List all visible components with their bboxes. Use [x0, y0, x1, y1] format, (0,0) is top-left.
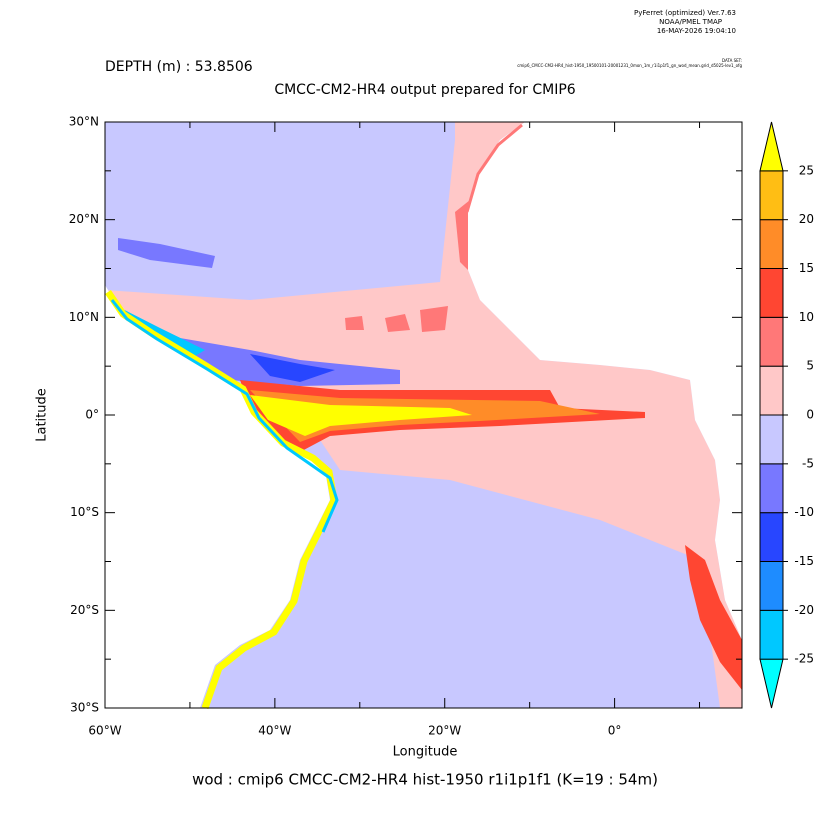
coast-band [105, 290, 338, 710]
colorbar-box [759, 463, 784, 514]
colorbar-label: 10 [799, 310, 814, 324]
field-region [385, 314, 410, 332]
colorbar-label: -10 [794, 505, 814, 519]
colorbar-box [759, 365, 784, 416]
colorbar-label: -5 [802, 456, 814, 470]
y-tick-label: 30°S [70, 701, 99, 715]
x-tick-label: 0° [608, 724, 622, 738]
colorbar-box [759, 316, 784, 367]
colorbar-label: 15 [799, 261, 814, 275]
colorbar-box [759, 268, 784, 318]
x-tick-label: 60°W [88, 724, 121, 738]
colorbar-box [759, 561, 784, 611]
colorbar-label: 0 [806, 408, 814, 422]
title: DEPTH (m) : 53.8506 [105, 59, 253, 75]
y-tick-label: 30°N [69, 115, 99, 129]
x-tick-label: 20°W [428, 724, 461, 738]
colorbar-box [759, 609, 784, 660]
coast-band [110, 299, 339, 533]
y-tick-label: 0° [85, 408, 99, 422]
dataset-label: DATA SET: [722, 58, 742, 63]
colorbar-arrow [759, 121, 784, 172]
x-tick-label: 40°W [258, 724, 291, 738]
footer: wod : cmip6 CMCC-CM2-HR4 hist-1950 r1i1p… [192, 771, 658, 789]
colorbar-box [759, 170, 784, 221]
y-tick-label: 10°N [69, 310, 99, 324]
colorbar-label: -15 [794, 554, 814, 568]
coast-band [465, 123, 523, 213]
x-axis-label: Longitude [393, 745, 458, 760]
field-region [118, 238, 215, 268]
field-region [455, 200, 470, 272]
y-axis-label: Latitude [35, 388, 50, 442]
field [105, 122, 742, 710]
colorbar-label: -25 [794, 652, 814, 666]
colorbar-label: 25 [799, 163, 814, 177]
field-region [250, 354, 335, 382]
field-region [685, 545, 742, 690]
colorbar-label: -20 [794, 603, 814, 617]
y-tick-label: 10°S [70, 505, 99, 519]
colorbar-arrow [759, 658, 784, 709]
land [468, 122, 742, 640]
field-region [420, 306, 448, 332]
header-line: PyFerret (optimized) Ver.7.63 [634, 9, 736, 17]
colorbar-label: 5 [806, 359, 814, 373]
field-region [345, 316, 364, 330]
dataset-name: cmip6_CMCC-CM2-HR4_hist-1950_19500101-20… [517, 63, 742, 68]
field-region [110, 305, 400, 386]
colorbar-box [759, 219, 784, 270]
colorbar-label: 20 [799, 212, 814, 226]
subtitle: CMCC-CM2-HR4 output prepared for CMIP6 [274, 82, 575, 98]
colorbar-box [759, 512, 784, 563]
field-region [250, 395, 472, 436]
y-tick-label: 20°S [70, 603, 99, 617]
header-line: NOAA/PMEL TMAP [659, 18, 722, 26]
land [105, 285, 330, 708]
header-line: 16-MAY-2026 19:04:10 [657, 27, 736, 35]
colorbar-box [759, 414, 784, 465]
y-tick-label: 20°N [69, 212, 99, 226]
